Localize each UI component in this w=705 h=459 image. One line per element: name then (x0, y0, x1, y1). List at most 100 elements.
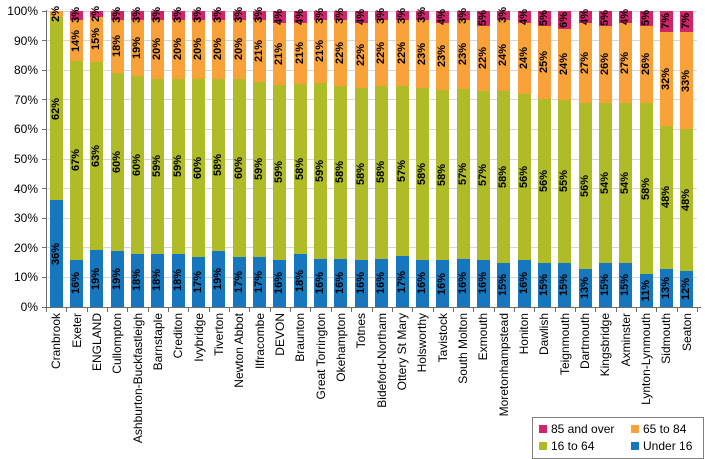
bar-value-label-box: 22% (394, 20, 410, 86)
bar-segment-16-to-64 (517, 93, 531, 260)
bar-value-label-box: 27% (618, 23, 634, 103)
bar-segment-16-to-64 (70, 61, 84, 260)
bar-value-label-box: 12% (679, 271, 695, 307)
bar-value-label-box: 33% (679, 32, 695, 130)
bar-segment-under-16 (415, 259, 429, 307)
bar-value-label-box: 3% (252, 7, 268, 23)
bar-value-label: 48% (680, 189, 693, 212)
bar-segment-85-and-over (293, 11, 307, 23)
bar-segment-under-16 (110, 250, 124, 307)
bar-value-label: 59% (253, 158, 266, 181)
bar-value-label-box: 58% (435, 90, 451, 260)
x-axis-category-label: Axminster (619, 313, 633, 369)
bar-value-label: 33% (680, 69, 693, 92)
bar-segment-85-and-over (598, 11, 612, 26)
x-axis-category-label: ENGLAND (90, 313, 104, 374)
bar-segment-16-to-64 (415, 87, 429, 260)
legend-label: Under 16 (643, 439, 693, 453)
bar-value-label: 56% (537, 169, 550, 192)
bar-value-label: 59% (151, 155, 164, 178)
x-axis-category-label-text: Axminster (618, 313, 633, 367)
y-axis-tick (42, 188, 46, 190)
bar-value-label: 3% (212, 7, 225, 24)
x-axis-category-label: Okehampton (334, 313, 348, 385)
bar-value-label-box: 20% (231, 20, 247, 79)
bar-value-label-box: 18% (292, 254, 308, 307)
x-axis-category-label: Dartmouth (578, 313, 592, 372)
bar-value-label-box: 54% (597, 103, 613, 263)
x-axis-category-label: Ilfracombe (253, 313, 267, 372)
bar-value-label: 3% (131, 7, 144, 24)
x-axis-tick (595, 308, 597, 312)
bar-value-label: 3% (415, 7, 428, 24)
bar-segment-85-and-over (639, 11, 653, 26)
gridline (46, 40, 697, 42)
bar-value-label-box: 18% (150, 254, 166, 307)
bar-value-label-box: 5% (638, 10, 654, 26)
y-axis-tick-label: 100% (7, 4, 38, 18)
bar-value-label-box: 57% (394, 86, 410, 256)
bar-value-label: 6% (558, 11, 571, 28)
x-axis-category-label: Crediton (171, 313, 185, 361)
bar-segment-85-and-over (659, 11, 673, 32)
x-axis-category-label: Exmouth (476, 313, 490, 363)
x-axis-tick (635, 308, 637, 312)
x-axis-category-label-text: Ivybridge (191, 313, 206, 362)
x-axis-category-label: Lynton-Lynmouth (639, 313, 653, 408)
bar-value-label: 59% (314, 159, 327, 182)
y-axis-tick (42, 247, 46, 249)
bar-value-label-box: 59% (272, 85, 288, 260)
bar-value-label-box: 22% (353, 23, 369, 88)
bar-value-label-box: 3% (333, 8, 349, 24)
bar-segment-65-to-84 (436, 22, 450, 91)
bar-value-label: 12% (680, 278, 693, 301)
bar-segment-under-16 (517, 259, 531, 307)
bar-value-label: 58% (639, 177, 652, 200)
x-axis-category-label: Dawlish (537, 313, 551, 358)
bar-value-label-box: 60% (109, 73, 125, 251)
bar-value-label-box: 15% (89, 17, 105, 62)
bar-segment-65-to-84 (49, 11, 63, 17)
x-axis-category-label-text: Cullompton (110, 313, 125, 374)
legend-item-under-16: Under 16 (631, 439, 697, 453)
bar-segment-under-16 (314, 259, 328, 307)
bar-value-label: 22% (354, 44, 367, 67)
bar-value-label: 16% (517, 272, 530, 295)
bar-value-label-box: 13% (658, 269, 674, 307)
bar-segment-65-to-84 (497, 19, 511, 91)
x-axis-category-label-text: Ottery St Mary (395, 313, 410, 391)
bar-value-label-box: 16% (435, 260, 451, 307)
y-axis-tick-label: 40% (13, 181, 38, 196)
bar-segment-65-to-84 (639, 25, 653, 103)
bar-value-label-box: 48% (658, 126, 674, 268)
bar-value-label: 58% (212, 153, 225, 176)
bar-segment-85-and-over (273, 11, 287, 23)
bar-value-label-box: 14% (69, 20, 85, 61)
legend-swatch-icon (539, 442, 547, 450)
bar-segment-16-to-64 (49, 16, 63, 201)
bar-segment-16-to-64 (497, 90, 511, 263)
bar-value-label-box: 67% (69, 61, 85, 259)
bar-value-label-box: 3% (170, 7, 186, 23)
bar-segment-16-to-64 (314, 82, 328, 260)
bar-segment-16-to-64 (476, 90, 490, 260)
bar-value-label: 22% (395, 41, 408, 64)
bar-value-label: 16% (70, 272, 83, 295)
x-axis-category-label: Ivybridge (192, 313, 206, 365)
bar-segment-under-16 (49, 200, 63, 307)
x-axis-tick (615, 308, 617, 312)
bar-segment-16-to-64 (680, 129, 694, 272)
bar-segment-under-16 (395, 256, 409, 307)
bar-segment-85-and-over (171, 11, 185, 20)
bar-value-label: 19% (212, 267, 225, 290)
bar-value-label: 17% (192, 270, 205, 293)
bar-segment-65-to-84 (354, 22, 368, 88)
x-axis-category-label-text: Okehampton (333, 313, 348, 382)
x-axis-tick (86, 308, 88, 312)
bar-segment-85-and-over (212, 11, 226, 20)
bar-segment-65-to-84 (151, 19, 165, 80)
x-axis-category-label-text: Newton Abbot (232, 313, 247, 388)
bar-segment-16-to-64 (293, 84, 307, 255)
x-axis-category-label: Bideford-Northam (375, 313, 389, 411)
bar-value-label-box: 48% (679, 129, 695, 271)
